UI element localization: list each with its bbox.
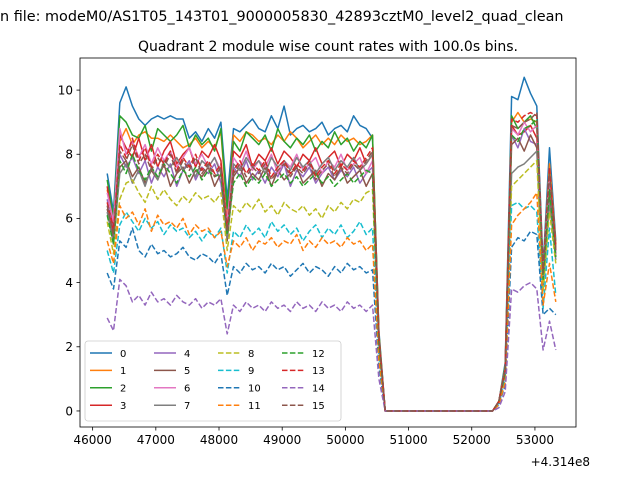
legend-label-1: 1 (120, 366, 126, 377)
legend-label-11: 11 (248, 401, 261, 412)
legend-label-4: 4 (184, 349, 190, 360)
y-tick-label: 10 (58, 83, 73, 97)
series-line-13 (106, 111, 557, 412)
x-tick-label: 48000 (200, 433, 238, 447)
legend-label-6: 6 (184, 384, 190, 395)
y-tick-label: 6 (65, 212, 73, 226)
axes-layer: 46000 47000 48000 49000 50000 51000 52000 53000… (58, 57, 577, 447)
x-tick-label: 50000 (326, 433, 364, 447)
series-line-14 (106, 278, 557, 412)
figure-suptitle: n file: modeM0/AS1T05_143T01_9000005830_… (0, 9, 564, 25)
axes-title: Quadrant 2 module wise count rates with … (138, 39, 518, 55)
legend-label-13: 13 (312, 366, 325, 377)
y-tick-label: 8 (65, 148, 73, 162)
legend-label-12: 12 (312, 349, 325, 360)
legend-label-5: 5 (184, 366, 190, 377)
x-tick-label: 47000 (137, 433, 175, 447)
x-tick-label: 51000 (389, 433, 427, 447)
x-tick-label: 49000 (263, 433, 301, 447)
axes-frame (79, 57, 577, 428)
legend-label-7: 7 (184, 401, 190, 412)
legend-label-0: 0 (120, 349, 126, 360)
x-tick-label: 53000 (516, 433, 554, 447)
series-line-15 (106, 111, 557, 412)
legend-label-10: 10 (248, 384, 261, 395)
legend-label-3: 3 (120, 401, 126, 412)
legend-label-14: 14 (312, 384, 325, 395)
legend-label-15: 15 (312, 401, 325, 412)
legend-label-2: 2 (120, 384, 126, 395)
x-tick-label: 46000 (74, 433, 112, 447)
y-tick-label: 0 (65, 404, 73, 418)
legend-label-8: 8 (248, 349, 254, 360)
legend-box (84, 340, 342, 422)
y-tick-label: 2 (65, 340, 73, 354)
series-layer (106, 76, 557, 412)
y-tick-label: 4 (65, 276, 73, 290)
x-tick-label: 52000 (453, 433, 491, 447)
legend-label-9: 9 (248, 366, 254, 377)
x-offset-label: +4.314e8 (531, 455, 590, 469)
